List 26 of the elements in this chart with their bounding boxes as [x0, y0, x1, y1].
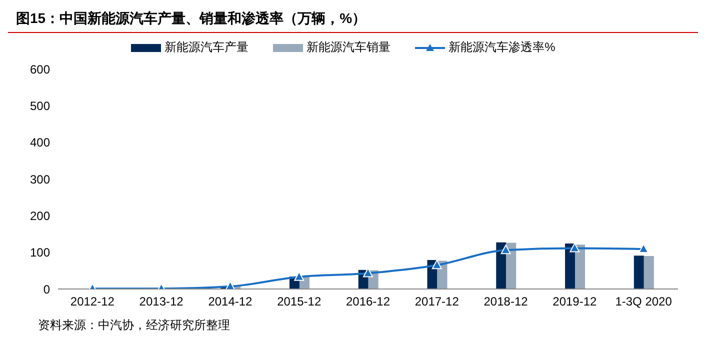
legend-label: 新能源汽车渗透率% [448, 39, 556, 56]
bar [496, 242, 506, 289]
text: 资料来源：中汽协，经济研究所整理 [37, 317, 231, 334]
y-tick-label: 600 [30, 62, 50, 76]
bar [506, 242, 516, 289]
legend-label: 新能源汽车产量 [164, 39, 249, 56]
bar [634, 256, 644, 289]
chart-title: 图15：中国新能源汽车产量、销量和渗透率（万辆，%） [8, 8, 698, 33]
y-tick-label: 100 [30, 246, 50, 260]
legend-label: 新能源汽车销量 [306, 39, 391, 56]
x-tick-label: 2013-12 [139, 294, 184, 309]
x-tick-label: 2016-12 [346, 294, 390, 309]
bar [644, 256, 654, 289]
x-tick-label: 2012-12 [70, 294, 115, 309]
x-tick-label: 2018-12 [484, 294, 528, 309]
x-tick-label: 2017-12 [414, 294, 460, 309]
y-tick-label: 0 [43, 282, 50, 296]
bar [575, 244, 586, 289]
x-tick-label: 2019-12 [552, 294, 598, 309]
x-tick-label: 1-3Q 2020 [615, 294, 672, 309]
y-tick-label: 500 [30, 98, 50, 113]
y-tick-label: 400 [30, 136, 50, 150]
x-tick-label: 2015-12 [277, 294, 322, 309]
y-tick-label: 300 [30, 172, 50, 186]
y-tick-label: 200 [30, 208, 50, 223]
x-tick-label: 2014-12 [208, 294, 253, 309]
